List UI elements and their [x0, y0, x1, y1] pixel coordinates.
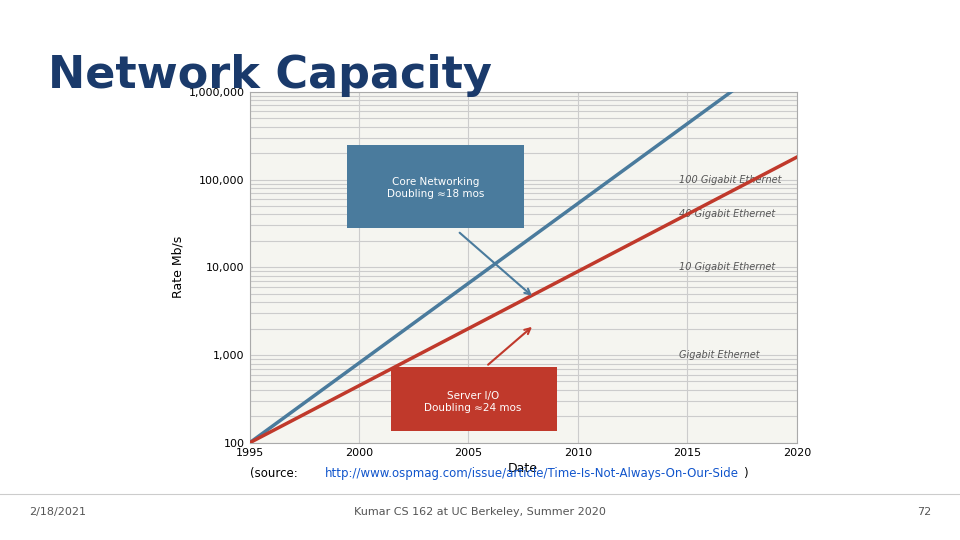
- Text: ): ): [743, 467, 748, 480]
- Text: Core Networking
Doubling ≈18 mos: Core Networking Doubling ≈18 mos: [387, 177, 485, 199]
- Text: Kumar CS 162 at UC Berkeley, Summer 2020: Kumar CS 162 at UC Berkeley, Summer 2020: [354, 507, 606, 517]
- Text: 72: 72: [917, 507, 931, 517]
- Text: Gigabit Ethernet: Gigabit Ethernet: [679, 350, 759, 360]
- Text: 100 Gigabit Ethernet: 100 Gigabit Ethernet: [679, 174, 781, 185]
- Text: 10 Gigabit Ethernet: 10 Gigabit Ethernet: [679, 262, 775, 272]
- Text: Network Capacity: Network Capacity: [48, 54, 492, 97]
- Text: Server I/O
Doubling ≈24 mos: Server I/O Doubling ≈24 mos: [424, 392, 521, 413]
- Text: (source:: (source:: [250, 467, 301, 480]
- Text: 2/18/2021: 2/18/2021: [29, 507, 85, 517]
- X-axis label: Date: Date: [508, 462, 539, 475]
- FancyBboxPatch shape: [347, 145, 524, 228]
- FancyBboxPatch shape: [391, 367, 557, 431]
- Y-axis label: Rate Mb/s: Rate Mb/s: [172, 236, 184, 299]
- Text: 40 Gigabit Ethernet: 40 Gigabit Ethernet: [679, 210, 775, 219]
- Text: http://www.ospmag.com/issue/article/Time-Is-Not-Always-On-Our-Side: http://www.ospmag.com/issue/article/Time…: [324, 467, 738, 480]
